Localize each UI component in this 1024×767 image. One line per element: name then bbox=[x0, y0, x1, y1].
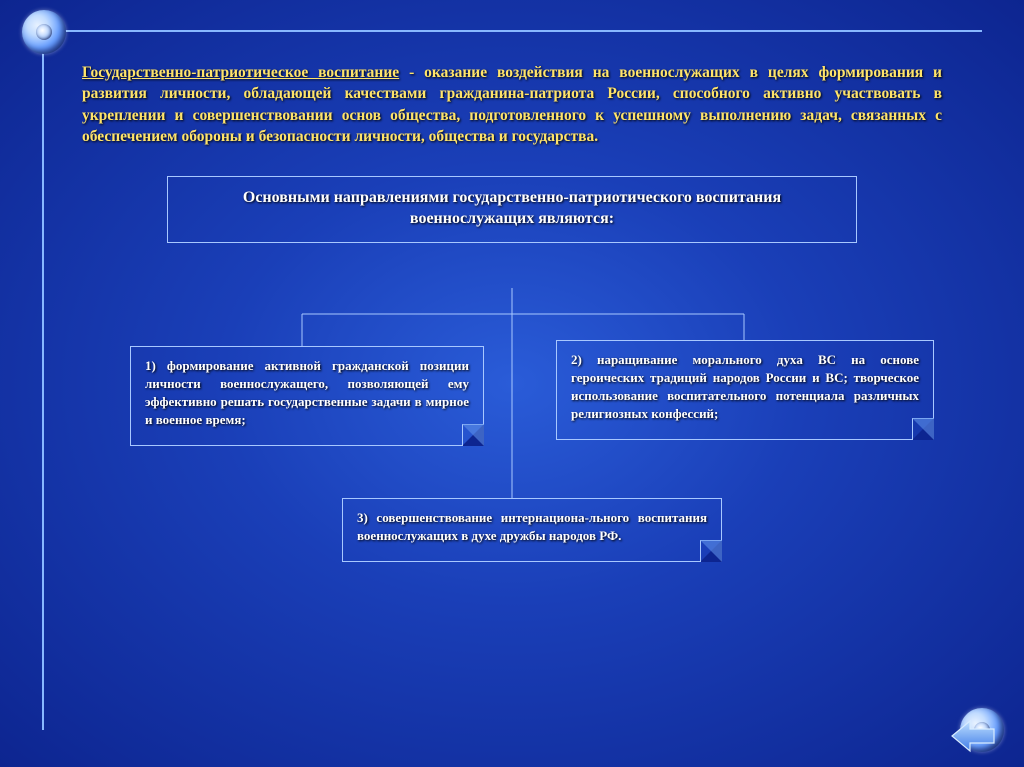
page-curl-icon bbox=[462, 424, 484, 446]
direction-note-1: 1) формирование активной гражданской поз… bbox=[130, 346, 484, 446]
back-arrow-button[interactable] bbox=[950, 719, 996, 753]
scroll-curl-top-left bbox=[22, 10, 66, 54]
back-arrow-icon bbox=[950, 719, 996, 753]
page-curl-icon bbox=[912, 418, 934, 440]
direction-note-1-text: 1) формирование активной гражданской поз… bbox=[145, 358, 469, 427]
direction-note-3: 3) совершенствование интернациона-льного… bbox=[342, 498, 722, 562]
direction-note-3-text: 3) совершенствование интернациона-льного… bbox=[357, 510, 707, 543]
page-curl-icon bbox=[700, 540, 722, 562]
intro-paragraph: Государственно-патриотическое воспитание… bbox=[82, 62, 942, 148]
direction-note-2: 2) наращивание морального духа ВС на осн… bbox=[556, 340, 934, 440]
intro-title: Государственно-патриотическое воспитание bbox=[82, 64, 399, 81]
slide-content: Государственно-патриотическое воспитание… bbox=[82, 62, 942, 243]
directions-header-box: Основными направлениями государственно-п… bbox=[167, 176, 857, 243]
direction-note-2-text: 2) наращивание морального духа ВС на осн… bbox=[571, 352, 919, 421]
directions-header-text: Основными направлениями государственно-п… bbox=[243, 189, 781, 228]
